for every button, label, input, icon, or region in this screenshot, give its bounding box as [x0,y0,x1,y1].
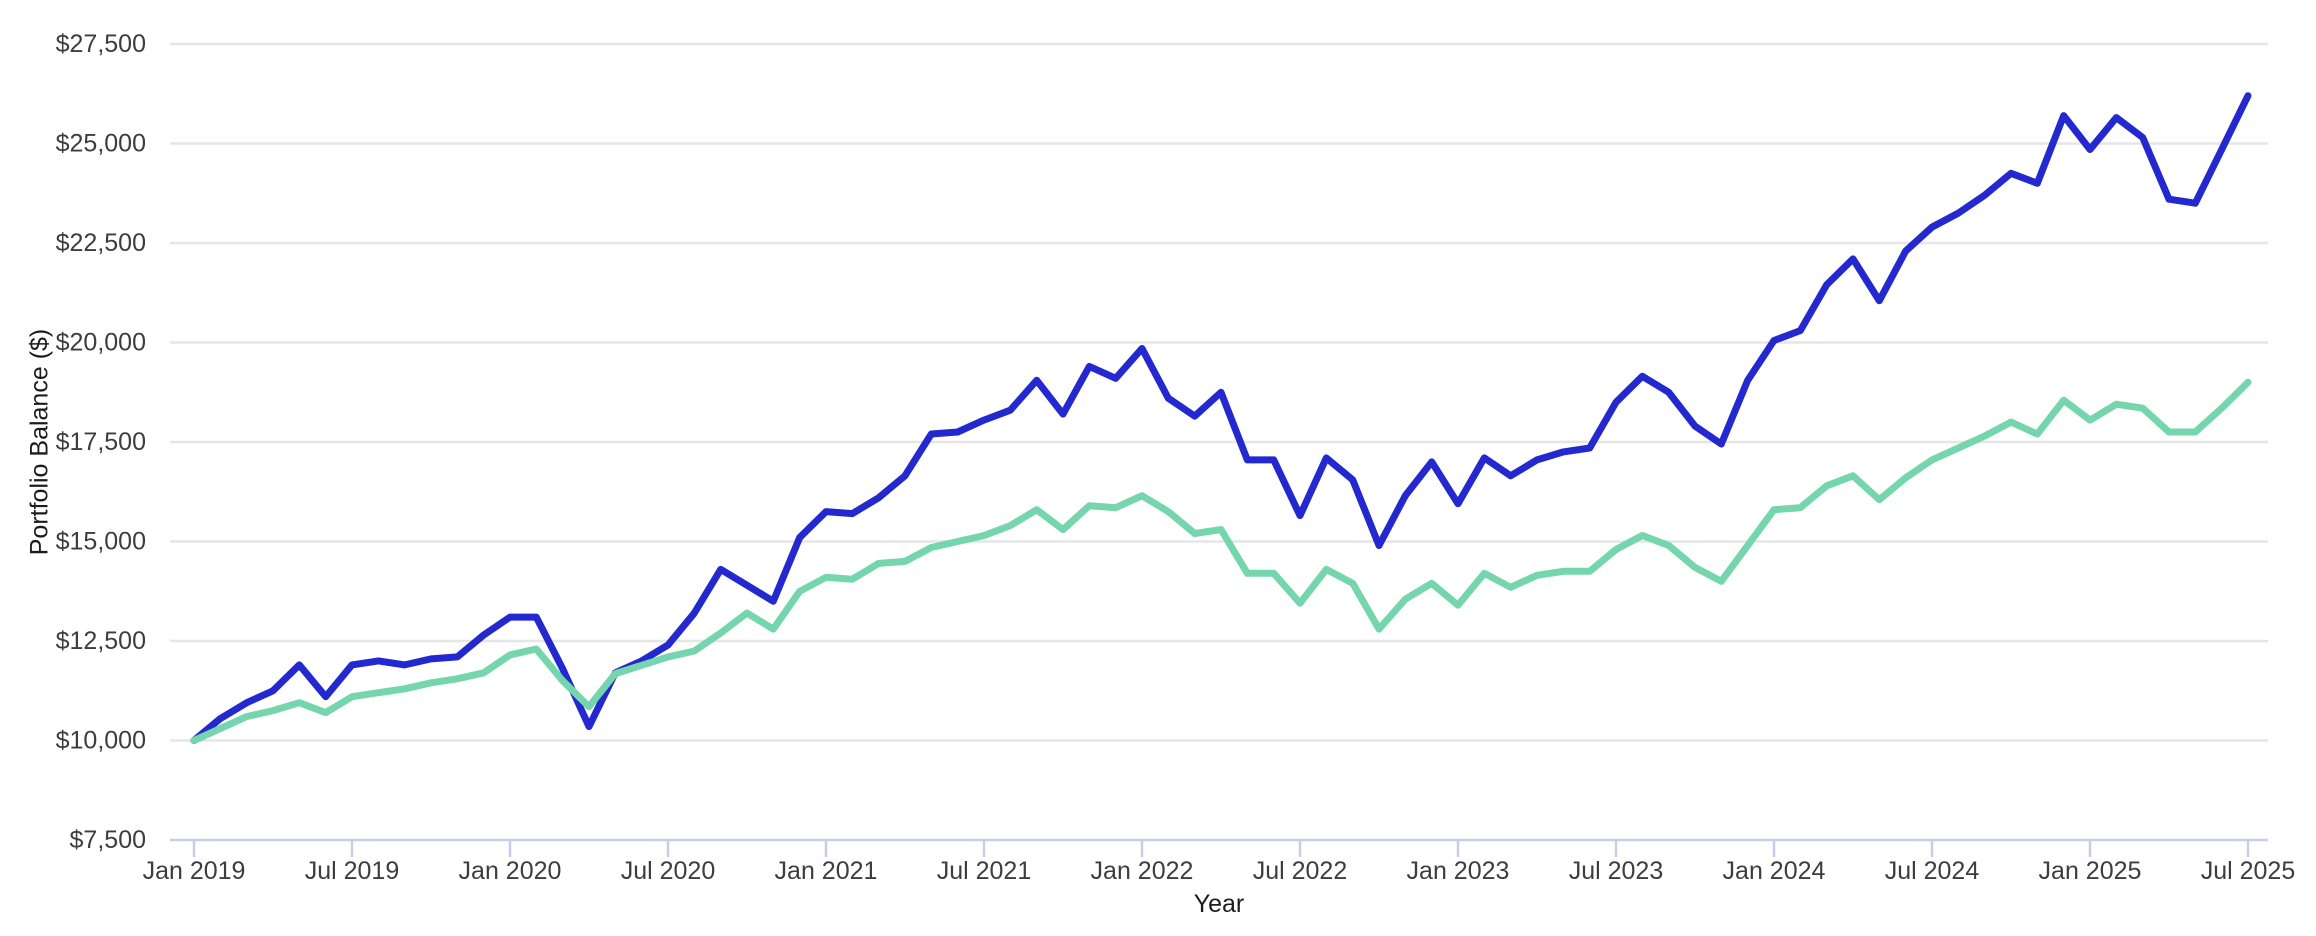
x-tick-label: Jan 2023 [1407,857,1510,885]
y-tick-label: $25,000 [56,130,146,158]
x-tick-label: Jul 2023 [1569,857,1664,885]
y-tick-label: $20,000 [56,329,146,357]
y-tick-label: $27,500 [56,30,146,58]
x-tick-label: Jul 2025 [2201,857,2296,885]
y-tick-label: $7,500 [70,826,146,854]
y-tick-label: $12,500 [56,627,146,655]
x-tick-label: Jul 2022 [1253,857,1348,885]
y-tick-label: $22,500 [56,229,146,257]
x-tick-label: Jan 2024 [1723,857,1826,885]
y-tick-label: $15,000 [56,528,146,556]
y-tick-label: $17,500 [56,428,146,456]
x-tick-label: Jul 2020 [621,857,716,885]
x-tick-label: Jan 2022 [1091,857,1194,885]
y-axis-title: Portfolio Balance ($) [25,328,54,556]
x-tick-label: Jul 2019 [305,857,400,885]
x-tick-label: Jul 2021 [937,857,1032,885]
x-axis-title: Year [1193,890,1245,918]
x-tick-label: Jan 2019 [143,857,246,885]
y-tick-label: $10,000 [56,727,146,755]
x-tick-label: Jan 2025 [2039,857,2142,885]
x-tick-label: Jul 2024 [1885,857,1980,885]
series-line-green-portfolio[interactable] [190,378,2252,744]
x-tick-label: Jan 2020 [459,857,562,885]
series-line-blue-portfolio[interactable] [190,92,2252,744]
x-tick-label: Jan 2021 [775,857,878,885]
